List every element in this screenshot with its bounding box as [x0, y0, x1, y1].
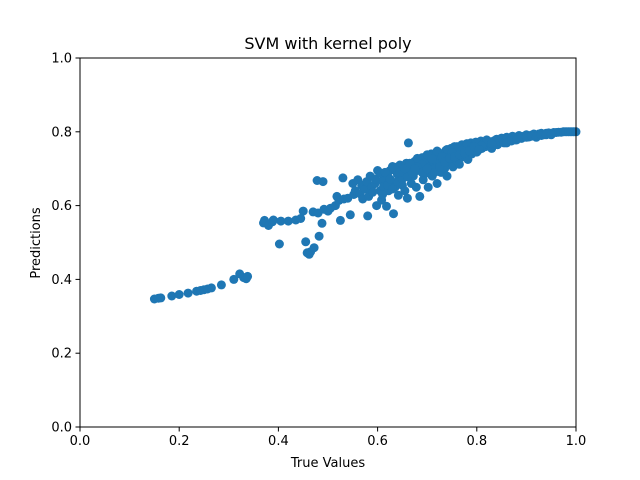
data-point [487, 139, 497, 149]
x-tick-label: 0.2 [169, 434, 190, 449]
data-point [423, 182, 433, 192]
data-point [546, 130, 556, 140]
y-axis-label: Predictions [29, 207, 44, 279]
data-point [411, 182, 421, 192]
data-point [389, 209, 398, 219]
data-point [410, 164, 420, 174]
y-axis-ticks: 0.0 0.2 0.4 0.6 0.8 1.0 [51, 52, 80, 436]
data-point [274, 239, 284, 249]
data-point [309, 243, 319, 253]
data-point [243, 271, 253, 281]
data-point [335, 215, 345, 225]
data-point [442, 171, 452, 181]
data-point [167, 291, 177, 301]
x-tick-label: 0.6 [367, 434, 388, 449]
data-point [454, 159, 464, 169]
data-point [183, 288, 193, 298]
x-tick-label: 1.0 [566, 434, 587, 449]
data-point [427, 154, 437, 164]
y-tick-label: 1.0 [51, 52, 72, 67]
x-axis-ticks: 0.0 0.2 0.4 0.6 0.8 1.0 [70, 427, 587, 449]
data-point [380, 167, 390, 177]
x-tick-label: 0.8 [466, 434, 487, 449]
data-point [382, 201, 391, 211]
data-point [338, 173, 348, 183]
y-tick-label: 0.2 [51, 347, 72, 362]
data-point [402, 193, 412, 203]
data-point [216, 280, 226, 290]
y-tick-label: 0.8 [51, 125, 72, 140]
data-point [296, 214, 306, 223]
data-point [229, 274, 239, 284]
data-point [432, 179, 442, 188]
data-point [206, 283, 216, 293]
data-point [363, 211, 373, 221]
data-point [174, 290, 184, 299]
data-point [418, 175, 428, 185]
data-point [412, 153, 422, 163]
x-axis-label: True Values [290, 456, 365, 471]
chart-title: SVM with kernel poly [244, 34, 411, 53]
data-point [474, 145, 484, 154]
data-points [149, 127, 581, 304]
data-point [422, 164, 432, 174]
data-point [368, 187, 378, 197]
data-point [301, 237, 311, 247]
axes-frame [79, 57, 577, 428]
data-point [317, 218, 327, 228]
data-point [298, 206, 308, 216]
data-point [378, 190, 388, 199]
x-tick-label: 0.0 [70, 434, 91, 449]
data-point [388, 184, 397, 194]
data-point [276, 216, 286, 226]
data-point [314, 231, 324, 241]
data-point [403, 138, 413, 148]
data-point [393, 190, 403, 200]
x-tick-label: 0.4 [268, 434, 289, 449]
data-point [268, 215, 278, 225]
data-point [156, 293, 166, 303]
data-point [370, 174, 380, 184]
data-point [283, 216, 293, 226]
data-point [385, 174, 395, 184]
y-tick-label: 0.0 [51, 421, 72, 436]
y-tick-label: 0.4 [51, 273, 72, 288]
data-point [318, 177, 328, 187]
data-point [345, 210, 355, 220]
y-tick-label: 0.6 [51, 199, 72, 214]
data-point [415, 191, 425, 201]
data-point [400, 186, 410, 196]
